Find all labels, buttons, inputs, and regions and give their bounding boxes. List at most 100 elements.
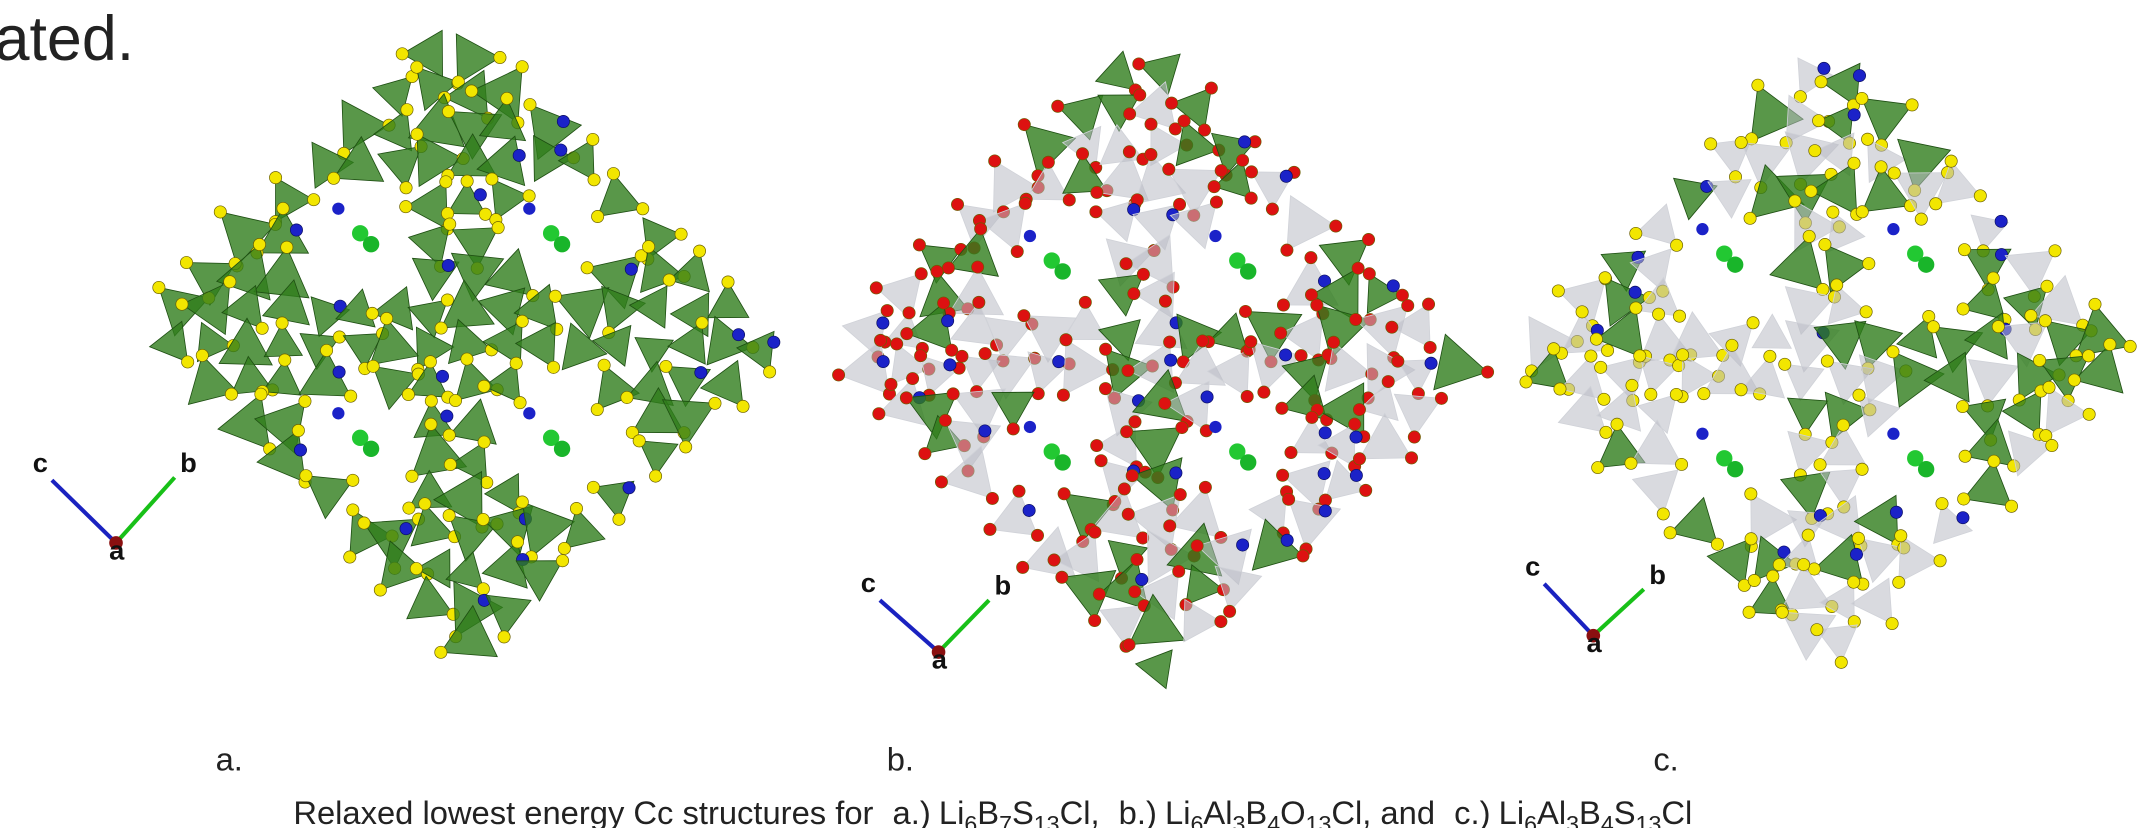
- anion-atom: [979, 347, 991, 359]
- cl-atom: [363, 441, 379, 457]
- caption-text: B: [1579, 794, 1601, 828]
- anion-atom: [1241, 390, 1253, 402]
- crystal-structure: c b a: [1520, 58, 2136, 669]
- anion-atom: [1123, 146, 1135, 158]
- anion-atom: [478, 436, 490, 448]
- anion-atom: [176, 298, 188, 310]
- anion-atom: [1726, 339, 1738, 351]
- anion-atom: [358, 517, 370, 529]
- axis-label: c: [861, 567, 876, 598]
- anion-atom: [1392, 355, 1404, 367]
- li-atom: [1629, 286, 1641, 298]
- caption: Relaxed lowest energy Cc structures fora…: [293, 794, 1692, 828]
- caption-text: c.): [1454, 794, 1490, 828]
- cl-atom: [1918, 256, 1934, 272]
- anion-atom: [1123, 639, 1135, 651]
- li-atom: [979, 425, 991, 437]
- anion-atom: [255, 388, 267, 400]
- anion-atom: [951, 198, 963, 210]
- li-atom: [1319, 427, 1331, 439]
- slide-title-fragment: ated.: [0, 4, 134, 74]
- tetrahedron: [630, 286, 667, 328]
- anion-atom: [1402, 299, 1414, 311]
- anion-atom: [1886, 617, 1898, 629]
- anion-atom: [1056, 571, 1068, 583]
- anion-atom: [1835, 656, 1847, 668]
- anion-atom: [1664, 527, 1676, 539]
- anion-atom: [1611, 418, 1623, 430]
- anion-atom: [419, 498, 431, 510]
- anion-atom: [1137, 268, 1149, 280]
- anion-atom: [2039, 315, 2051, 327]
- polyhedron: [1100, 125, 1143, 165]
- anion-atom: [1764, 350, 1776, 362]
- subscript: 13: [1636, 811, 1662, 828]
- anion-atom: [501, 92, 513, 104]
- anion-atom: [1164, 520, 1176, 532]
- anion-atom: [1305, 252, 1317, 264]
- anion-atom: [873, 408, 885, 420]
- li-atom: [1024, 230, 1036, 242]
- anion-atom: [1095, 455, 1107, 467]
- anion-atom: [1133, 58, 1145, 70]
- anion-atom: [1327, 336, 1339, 348]
- li-atom: [1696, 428, 1708, 440]
- anion-atom: [1821, 355, 1833, 367]
- anion-atom: [1630, 227, 1642, 239]
- anion-atom: [591, 403, 603, 415]
- anion-atom: [1311, 299, 1323, 311]
- li-atom: [332, 407, 344, 419]
- anion-atom: [1031, 529, 1043, 541]
- anion-atom: [1875, 161, 1887, 173]
- caption-text: B: [1245, 794, 1267, 828]
- anion-atom: [1888, 167, 1900, 179]
- anion-atom: [1743, 606, 1755, 618]
- cl-atom: [363, 236, 379, 252]
- anion-atom: [396, 48, 408, 60]
- anion-atom: [974, 223, 986, 235]
- anion-atom: [1748, 574, 1760, 586]
- anion-atom: [547, 361, 559, 373]
- anion-atom: [182, 356, 194, 368]
- anion-atom: [1893, 576, 1905, 588]
- anion-atom: [1809, 145, 1821, 157]
- li-atom: [732, 329, 744, 341]
- subscript: 3: [1566, 811, 1579, 828]
- anion-atom: [424, 356, 436, 368]
- anion-atom: [516, 315, 528, 327]
- anion-atom: [1745, 533, 1757, 545]
- anion-atom: [1099, 382, 1111, 394]
- anion-atom: [1123, 108, 1135, 120]
- anion-atom: [1063, 194, 1075, 206]
- polyhedron: [1751, 494, 1797, 546]
- anion-atom: [1848, 157, 1860, 169]
- anion-atom: [1165, 97, 1177, 109]
- anion-atom: [1831, 279, 1843, 291]
- tetrahedron: [564, 509, 605, 549]
- anion-atom: [1210, 196, 1222, 208]
- axis-label: b: [994, 570, 1011, 601]
- anion-atom: [1773, 559, 1785, 571]
- anion-atom: [1281, 244, 1293, 256]
- axis-b: [116, 477, 175, 542]
- li-atom: [1853, 69, 1865, 81]
- anion-atom: [1520, 376, 1532, 388]
- anion-atom: [937, 297, 949, 309]
- cl-atom: [1240, 263, 1256, 279]
- panel-label: a.: [216, 741, 243, 778]
- li-atom: [1136, 573, 1148, 585]
- axis-c: [52, 480, 116, 543]
- anion-atom: [642, 241, 654, 253]
- axis-label: b: [1649, 559, 1666, 590]
- anion-atom: [956, 350, 968, 362]
- anion-atom: [1118, 483, 1130, 495]
- axis-label: c: [1525, 551, 1540, 582]
- anion-atom: [1675, 458, 1687, 470]
- cl-atom: [1727, 461, 1743, 477]
- li-atom: [1995, 249, 2007, 261]
- anion-atom: [253, 238, 265, 250]
- axis-label: a: [1586, 627, 1602, 658]
- anion-atom: [299, 395, 311, 407]
- figure: cbacbacba ated. Relaxed lowest energy Cc…: [0, 0, 2139, 828]
- anion-atom: [2089, 298, 2101, 310]
